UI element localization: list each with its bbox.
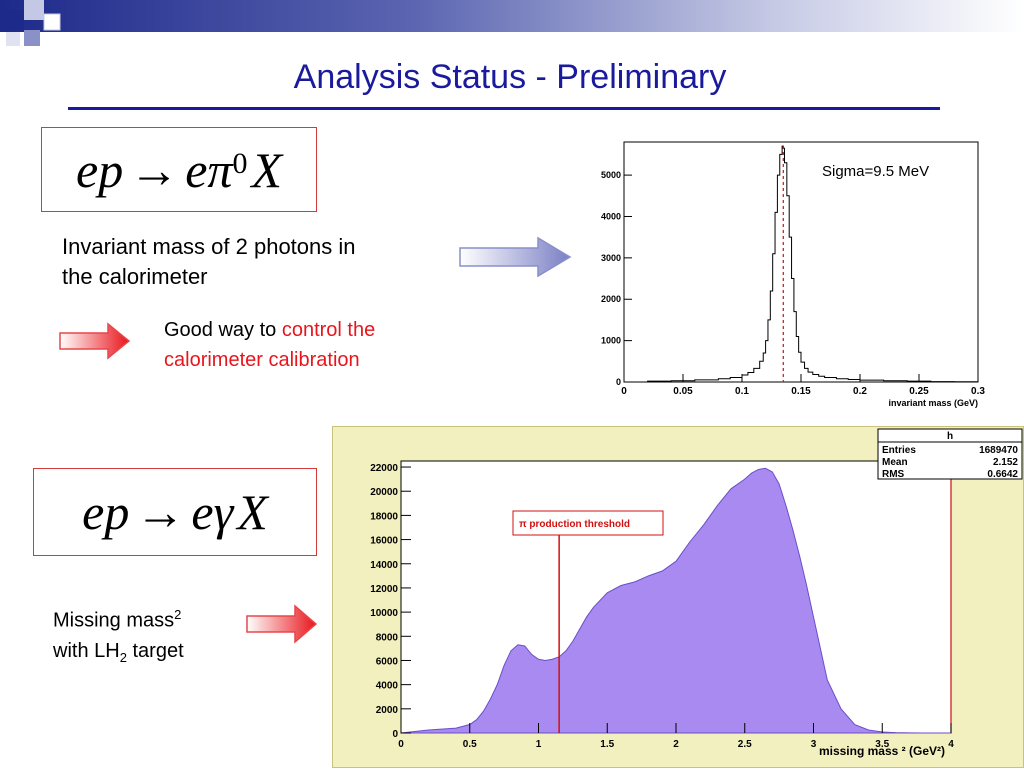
missing-mass-chart: π production threshold 0 2000 4000 6000 8000 1… [370, 428, 1023, 758]
missing-mass-chart-panel: π production threshold 0 2000 4000 6000 8000 1… [332, 426, 1024, 768]
lh2-suffix: target [126, 639, 184, 662]
chart2-stats-label: Mean [882, 457, 908, 468]
chart2-xtick-label: 3 [811, 739, 817, 750]
chart2-xtick-label: 2 [673, 739, 679, 750]
logo-square-mid [24, 30, 40, 46]
slide-title: Analysis Status - Preliminary [293, 58, 727, 96]
chart2-stats-name: h [947, 431, 953, 442]
control-text-red-1: control the [281, 319, 376, 341]
chart2-stats-box [877, 428, 1023, 480]
chart1-sigma-annotation: Sigma=9.5 MeV [822, 163, 929, 180]
eq2-lhs: ep [82, 484, 130, 540]
equation-box-gamma: ep → eγ X [33, 468, 317, 556]
chart1-ytick-label: 4000 [601, 211, 621, 221]
chart2-stats-value: 2.152 [993, 457, 1018, 468]
chart1-ytick-label: 2000 [601, 294, 621, 304]
lh2-prefix: with LH [53, 639, 120, 662]
chart2-xtick-label: 2.5 [738, 739, 752, 750]
chart2-stats-value: 0.6642 [987, 469, 1018, 480]
logo-square-dark [4, 10, 24, 30]
invariant-line-2: the calorimeter [62, 264, 208, 289]
invariant-line-1: Invariant mass of 2 photons in [62, 234, 356, 259]
blue-arrow-icon [459, 236, 572, 278]
chart1-ytick-label: 0 [616, 377, 621, 387]
chart1-xtick-label: 0.2 [853, 386, 867, 397]
chart2-threshold-label: π production threshold [519, 519, 630, 530]
chart2-xtick-label: 3.5 [875, 739, 889, 750]
chart2-ytick-label: 0 [392, 729, 398, 740]
chart2-stats-value: 1689470 [979, 445, 1018, 456]
chart2-ytick-label: 16000 [370, 536, 398, 547]
good-way-prefix: Good way to [164, 319, 282, 341]
invariant-mass-chart: 0 1000 2000 3000 4000 5000 0 0.05 0.1 0.15 0.2 0.25… [601, 141, 985, 408]
chart1-xlabel: invariant mass (GeV) [888, 398, 978, 408]
chart2-ytick-label: 20000 [370, 487, 398, 498]
control-text-red-2: calorimeter calibration [164, 349, 360, 371]
good-way-text: Good way to control the calorimeter cali… [164, 315, 375, 375]
chart2-ytick-label: 22000 [370, 463, 398, 474]
chart1-xtick-label: 0.1 [735, 386, 749, 397]
chart2-ytick-label: 10000 [370, 608, 398, 619]
chart2-ytick-label: 12000 [370, 584, 398, 595]
chart1-xtick-label: 0.3 [971, 386, 985, 397]
chart2-ytick-label: 2000 [376, 705, 399, 716]
lh2-sub: 2 [119, 649, 127, 665]
logo-square-light [24, 0, 44, 20]
eq2-rhs-b: X [237, 484, 268, 540]
chart1-xtick-label: 0.05 [673, 386, 693, 397]
equation-box-pi0: ep → eπ 0 X [41, 127, 317, 212]
chart1-ytick-label: 3000 [601, 253, 621, 263]
chart2-ytick-label: 4000 [376, 681, 399, 692]
eq2-rhs-a: eγ [191, 484, 234, 540]
eq1-lhs: ep [76, 141, 124, 198]
title-underline [68, 107, 940, 110]
logo-square-pale [6, 32, 20, 46]
chart2-xtick-label: 0.5 [463, 739, 477, 750]
eq1-rhs-a: eπ [185, 141, 233, 198]
chart2-threshold-label-box [512, 510, 664, 536]
chart2-ytick-label: 6000 [376, 656, 399, 667]
eq1-arrow: → [129, 141, 180, 198]
chart2-xlabel: missing mass ² (GeV²) [819, 744, 945, 758]
chart1-xtick-label: 0 [621, 386, 627, 397]
chart1-histogram-line [624, 145, 979, 383]
chart1-xtick-label: 0.25 [909, 386, 929, 397]
missing-mass-label: Missing mass [53, 609, 175, 632]
chart2-filled-area [400, 467, 951, 734]
chart2-ytick-label: 8000 [376, 632, 399, 643]
eq1-superscript: 0 [232, 146, 248, 180]
invariant-mass-text: Invariant mass of 2 photons in the calor… [62, 232, 356, 292]
chart2-ytick-label: 18000 [370, 511, 398, 522]
chart2-xtick-label: 4 [948, 739, 954, 750]
missing-mass-text: Missing mass2 with LH2 target [53, 600, 184, 673]
missing-mass-sup: 2 [174, 607, 182, 622]
eq1-rhs-b: X [251, 141, 282, 198]
equation-gamma: ep → eγ X [34, 469, 316, 555]
equation-pi0: ep → eπ 0 X [42, 128, 316, 211]
chart2-stats-label: Entries [882, 445, 916, 456]
chart1-xtick-label: 0.15 [791, 386, 811, 397]
red-arrow-icon-2 [246, 604, 318, 644]
header-gradient-bar [0, 0, 1024, 32]
chart2-xtick-label: 1 [536, 739, 542, 750]
chart2-xtick-label: 0 [398, 739, 404, 750]
chart2-stats-label: RMS [882, 469, 905, 480]
chart1-ytick-label: 5000 [601, 170, 621, 180]
chart2-ytick-label: 14000 [370, 560, 398, 571]
logo-square-white [43, 13, 61, 31]
eq2-arrow: → [135, 484, 186, 540]
chart1-ytick-label: 1000 [601, 336, 621, 346]
chart2-xtick-label: 1.5 [600, 739, 614, 750]
header-squares-logo [4, 0, 61, 46]
red-arrow-icon-1 [59, 322, 131, 360]
